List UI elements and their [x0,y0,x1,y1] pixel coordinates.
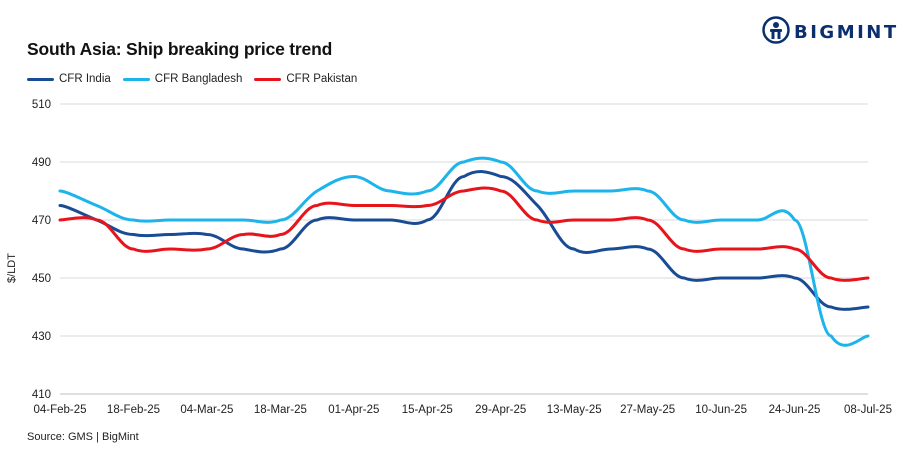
source-note: Source: GMS | BigMint [27,431,139,443]
chart-legend: CFR India CFR Bangladesh CFR Pakistan [27,73,369,85]
series-line-cfr-bangladesh [58,156,870,347]
bigmint-logo: BIGMINT [762,15,899,49]
legend-label: CFR Pakistan [286,73,358,85]
x-tick-label: 24-Jun-25 [769,404,821,416]
x-tick-labels: 04-Feb-25 18-Feb-25 04-Mar-25 18-Mar-25 01-A… [33,404,892,416]
legend-item-cfr-pakistan: CFR Pakistan [254,73,357,85]
x-tick-label: 13-May-25 [547,404,602,416]
y-tick-label: 410 [32,389,51,401]
x-tick-label: 18-Mar-25 [254,404,307,416]
legend-swatch [27,77,54,81]
y-tick-label: 490 [32,157,51,169]
chart-title: South Asia: Ship breaking price trend [27,39,333,59]
y-tick-label: 510 [32,99,51,111]
y-tick-labels: 410 430 450 470 490 510 [32,99,51,401]
bigmint-logo-icon [762,15,790,49]
legend-label: CFR India [59,73,111,85]
x-tick-label: 15-Apr-25 [402,404,453,416]
legend-swatch [122,77,150,81]
legend-item-cfr-india: CFR India [27,73,111,85]
x-tick-label: 08-Jul-25 [844,404,892,416]
x-tick-label: 04-Mar-25 [180,404,233,416]
x-tick-label: 01-Apr-25 [328,404,379,416]
y-tick-label: 450 [32,273,51,285]
legend-swatch [254,77,282,81]
y-tick-label: 470 [32,215,51,227]
x-tick-label: 04-Feb-25 [33,404,86,416]
y-tick-label: 430 [32,331,51,343]
x-tick-label: 27-May-25 [620,404,675,416]
series-lines [58,156,870,347]
legend-label: CFR Bangladesh [154,73,243,85]
x-tick-label: 18-Feb-25 [107,404,160,416]
series-line-cfr-pakistan [58,186,870,282]
x-tick-label: 10-Jun-25 [695,404,747,416]
x-tick-label: 29-Apr-25 [475,404,526,416]
series-line-cfr-india [58,170,870,311]
legend-item-cfr-bangladesh: CFR Bangladesh [122,73,243,85]
logo-text: BIGMINT [794,21,899,43]
